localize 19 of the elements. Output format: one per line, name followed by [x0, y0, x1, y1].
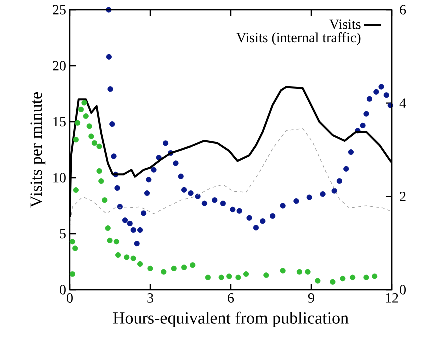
y-axis-title: Visits per minute — [30, 92, 46, 208]
y2-tick-label: 4 — [400, 98, 406, 108]
legend-label: Visits — [330, 20, 361, 30]
x-tick-label: 9 — [308, 294, 314, 303]
x-tick-label: 12 — [386, 294, 398, 303]
x-axis-title: Hours-equivalent from publication — [113, 312, 349, 328]
y2-tick-label: 6 — [400, 5, 406, 15]
x-tick-label: 0 — [67, 294, 73, 303]
y2-tick-label: 2 — [400, 192, 406, 202]
y-tick-label: 0 — [60, 285, 66, 295]
legend-label: Visits (internal traffic) — [236, 32, 361, 46]
y2-tick-label: 0 — [400, 285, 406, 295]
y-tick-label: 25 — [53, 5, 66, 15]
y-tick-label: 10 — [54, 173, 66, 183]
y-tick-label: 5 — [60, 229, 66, 239]
x-tick-label: 3 — [148, 294, 154, 303]
y-tick-label: 20 — [53, 61, 66, 71]
x-tick-label: 6 — [228, 294, 234, 303]
y-tick-label: 15 — [54, 117, 66, 127]
